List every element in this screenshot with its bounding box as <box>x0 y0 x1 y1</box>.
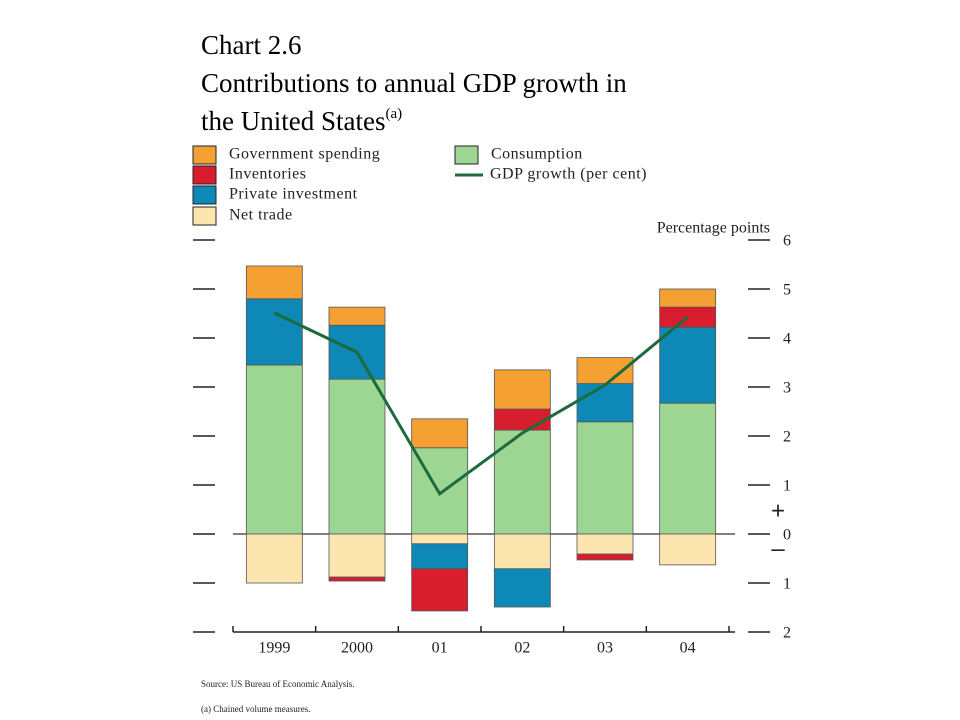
legend-swatch <box>454 145 479 165</box>
bar-segment <box>576 553 634 561</box>
bar-segment <box>493 369 551 410</box>
x-tick-label: 2000 <box>341 640 373 657</box>
bar-segment <box>245 364 303 535</box>
footnote: (a) Chained volume measures. <box>201 704 310 714</box>
bar-segment <box>411 543 469 570</box>
bar-segment <box>576 421 634 535</box>
subtitle-line: the United States <box>201 106 385 136</box>
legend-label: Consumption <box>491 146 583 163</box>
legend-swatch <box>192 145 217 165</box>
chart-title: Chart 2.6 <box>201 30 302 60</box>
bar-segment <box>659 533 717 566</box>
source: Source: US Bureau of Economic Analysis. <box>201 679 354 689</box>
y-tick-label: 4 <box>783 331 791 348</box>
bar-segment <box>576 383 634 423</box>
y-tick-label: 1 <box>783 576 791 593</box>
chart-subtitle: Contributions to annual GDP growth in <box>201 68 627 98</box>
x-tick-label: 1999 <box>258 640 290 657</box>
bar-segment <box>493 533 551 570</box>
y-tick-label: 0 <box>783 527 791 544</box>
y-axis-label: Percentage points <box>657 220 770 237</box>
bar-segment <box>411 568 469 612</box>
legend-label: Government spending <box>229 146 380 163</box>
bar-segment <box>328 306 386 326</box>
minus-sign: – <box>771 535 785 562</box>
y-tick-label: 2 <box>783 625 791 642</box>
bar-segment <box>493 568 551 608</box>
x-tick-label: 03 <box>597 640 613 657</box>
bar-segment <box>411 533 469 545</box>
legend-swatch <box>192 206 217 226</box>
y-tick-label: 1 <box>783 478 791 495</box>
x-tick-label: 01 <box>432 640 448 657</box>
bar-segment <box>411 418 469 449</box>
chart-subtitle: the United States(a) <box>201 106 402 136</box>
plus-sign: + <box>771 497 785 524</box>
legend-swatch <box>192 165 217 185</box>
y-tick-label: 2 <box>783 429 791 446</box>
bar-segment <box>245 533 303 584</box>
bar-segment <box>328 378 386 535</box>
legend-label: Inventories <box>229 166 306 183</box>
legend-swatch <box>192 185 217 205</box>
bar-segment <box>576 533 634 555</box>
gdp-line <box>273 311 689 497</box>
legend-label: Net trade <box>229 207 293 224</box>
bar-segment <box>245 265 303 300</box>
bar-segment <box>659 402 717 535</box>
y-tick-label: 6 <box>783 233 791 250</box>
bar-segment <box>659 326 717 404</box>
bar-segment <box>659 288 717 308</box>
x-tick-label: 04 <box>680 640 696 657</box>
y-tick-label: 5 <box>783 282 791 299</box>
bar-segment <box>245 298 303 366</box>
bar-segment <box>493 408 551 431</box>
x-tick-label: 02 <box>514 640 530 657</box>
bar-segment <box>328 533 386 578</box>
y-tick-label: 3 <box>783 380 791 397</box>
legend-label: GDP growth (per cent) <box>490 166 647 183</box>
legend-label: Private investment <box>229 186 358 203</box>
bar-segment <box>328 576 386 582</box>
footnote-marker: (a) <box>385 106 402 122</box>
